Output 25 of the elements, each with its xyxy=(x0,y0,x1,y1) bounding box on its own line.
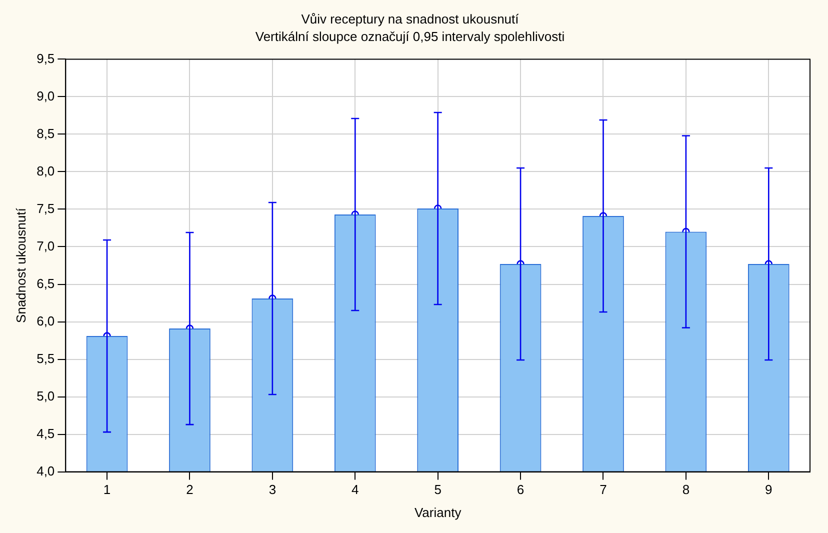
y-tick-label: 4,5 xyxy=(36,426,55,441)
x-tick-label: 3 xyxy=(268,482,276,498)
y-tick-label: 9,5 xyxy=(36,50,55,66)
y-tick-label: 7,0 xyxy=(36,238,55,254)
y-tick-label: 6,5 xyxy=(36,276,55,291)
x-tick-label: 5 xyxy=(434,482,442,498)
x-tick-label: 4 xyxy=(352,482,359,498)
x-axis-title: Varianty xyxy=(414,504,462,520)
y-tick-label: 7,5 xyxy=(36,200,55,216)
y-tick-label: 5,5 xyxy=(36,350,55,366)
chart-title: Vůiv receptury na snadnost ukousnutí xyxy=(301,11,520,26)
x-tick-label: 6 xyxy=(516,482,524,498)
y-tick-label: 8,0 xyxy=(36,163,55,178)
x-tick-label: 1 xyxy=(103,482,111,498)
y-axis-title: Snadnost ukousnutí xyxy=(13,208,28,323)
y-tick-label: 5,0 xyxy=(36,388,55,404)
y-tick-label: 8,5 xyxy=(36,126,55,141)
y-tick-label: 4,0 xyxy=(36,463,55,478)
x-tick-label: 2 xyxy=(186,482,194,498)
x-tick-label: 7 xyxy=(600,482,607,498)
chart-subtitle: Vertikální sloupce označují 0,95 intervaly spolehlivosti xyxy=(255,28,565,44)
x-tick-label: 9 xyxy=(765,482,772,498)
y-tick-label: 6,0 xyxy=(36,313,55,328)
y-tick-label: 9,0 xyxy=(36,88,55,104)
x-tick-label: 8 xyxy=(682,482,690,498)
